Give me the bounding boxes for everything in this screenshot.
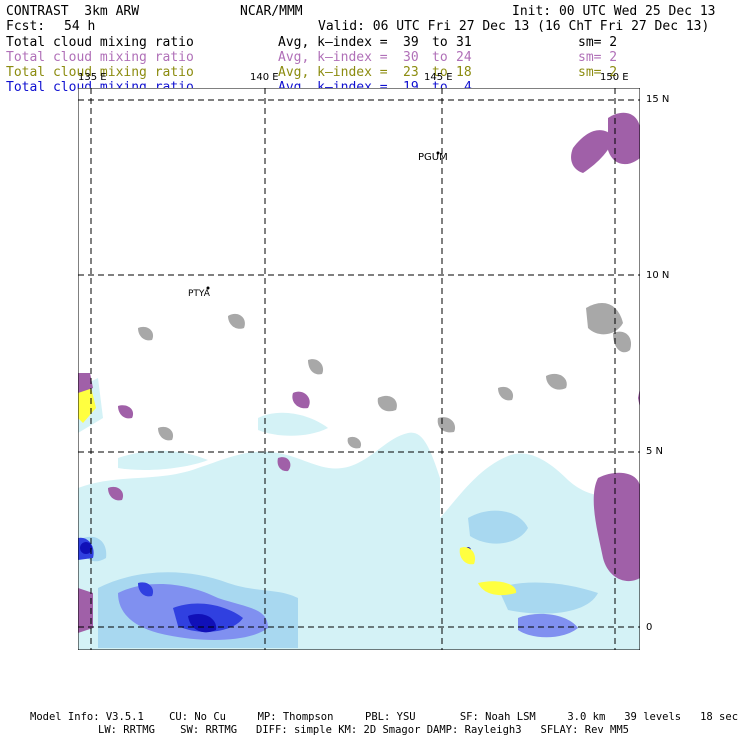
model-title: CONTRAST 3km ARW	[6, 4, 140, 19]
field-row-3-to: 18	[456, 65, 472, 80]
lat-label-0: 0	[646, 622, 653, 633]
field-row-3-to-word: to	[432, 65, 448, 80]
footer-model-info: Model Info: V3.5.1 CU: No Cu MP: Thompso…	[30, 711, 739, 723]
lon-label-135e: 135 E	[78, 72, 107, 83]
field-row-3-desc: Avg, k–index =	[278, 65, 388, 80]
station-label-ptya: PTYA	[188, 289, 210, 299]
field-row-2-desc: Avg, k–index =	[278, 50, 388, 65]
lon-label-145e: 145 E	[424, 72, 453, 83]
field-row-2-sm: sm= 2	[578, 50, 618, 65]
field-row-3-name: Total cloud mixing ratio	[6, 65, 194, 80]
field-row-1-from: 39	[403, 35, 419, 50]
field-row-1-desc: Avg, k–index =	[278, 35, 388, 50]
init-time: Init: 00 UTC Wed 25 Dec 13	[512, 4, 716, 19]
field-row-2-name: Total cloud mixing ratio	[6, 50, 194, 65]
lat-label-5n: 5 N	[646, 446, 664, 457]
cloud-field-purple	[571, 130, 613, 173]
field-row-1-sm: sm= 2	[578, 35, 618, 50]
valid-time: Valid: 06 UTC Fri 27 Dec 13 (16 ChT Fri …	[318, 19, 710, 34]
station-label-pgum: PGUM	[418, 152, 448, 163]
fcst-value: 54 h	[64, 19, 96, 34]
lat-lon-grid	[78, 88, 640, 650]
lat-label-15n: 15 N	[646, 94, 670, 105]
field-row-2-from: 30	[403, 50, 419, 65]
field-row-1-name: Total cloud mixing ratio	[6, 35, 194, 50]
center-name: NCAR/MMM	[240, 4, 303, 19]
station-marker-pgum	[436, 151, 440, 155]
cloud-field-darkblue	[188, 613, 217, 633]
lat-label-10n: 10 N	[646, 270, 670, 281]
fcst-label: Fcst:	[6, 19, 46, 34]
field-row-3-from: 23	[403, 65, 419, 80]
field-row-1-to: 31	[456, 35, 472, 50]
footer-physics-info: LW: RRTMG SW: RRTMG DIFF: simple KM: 2D …	[98, 724, 630, 736]
cloud-map	[78, 88, 640, 650]
lon-label-140e: 140 E	[250, 72, 279, 83]
cloud-field-grey	[586, 303, 623, 335]
field-row-2-to: 24	[456, 50, 472, 65]
lon-label-150e: 150 E	[600, 72, 629, 83]
field-row-2-to-word: to	[432, 50, 448, 65]
station-marker-ptya	[206, 286, 210, 290]
field-row-1-to-word: to	[432, 35, 448, 50]
field-row-3-sm: sm= 2	[578, 65, 618, 80]
